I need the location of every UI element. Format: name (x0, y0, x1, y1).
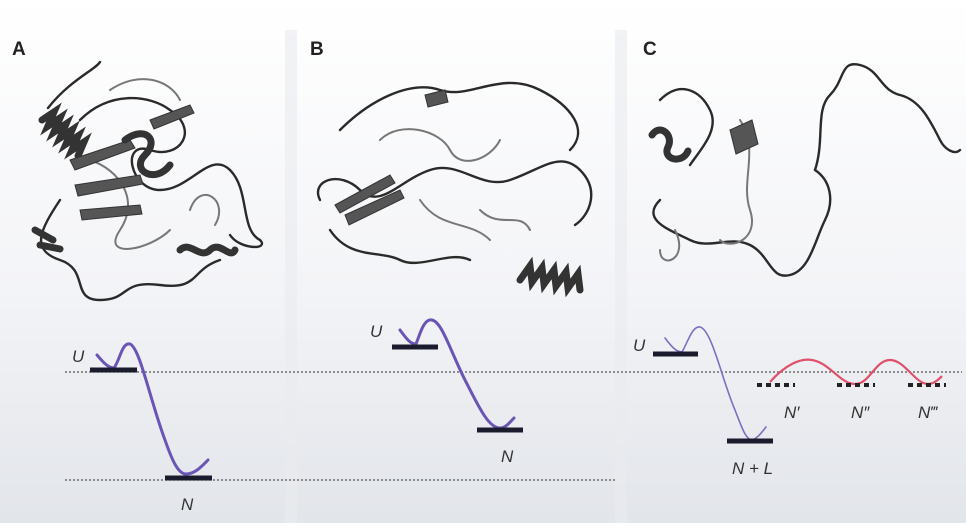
divider (615, 30, 627, 523)
protein-structure (31, 60, 264, 302)
divider (285, 30, 297, 523)
state-label: U (633, 336, 646, 355)
protein-structure (648, 63, 962, 277)
state-label: N″ (851, 403, 870, 422)
panel-label: C (643, 39, 657, 60)
state-label: N (181, 495, 194, 514)
state-label: N‴ (918, 403, 938, 422)
state-label: N (501, 447, 514, 466)
state-label: N + L (732, 459, 773, 478)
panel-label: B (310, 39, 324, 60)
protein-structure (316, 81, 593, 298)
state-label: U (72, 347, 85, 366)
state-label: N′ (784, 403, 800, 422)
state-label: U (370, 322, 383, 341)
panel-label: A (12, 39, 26, 60)
